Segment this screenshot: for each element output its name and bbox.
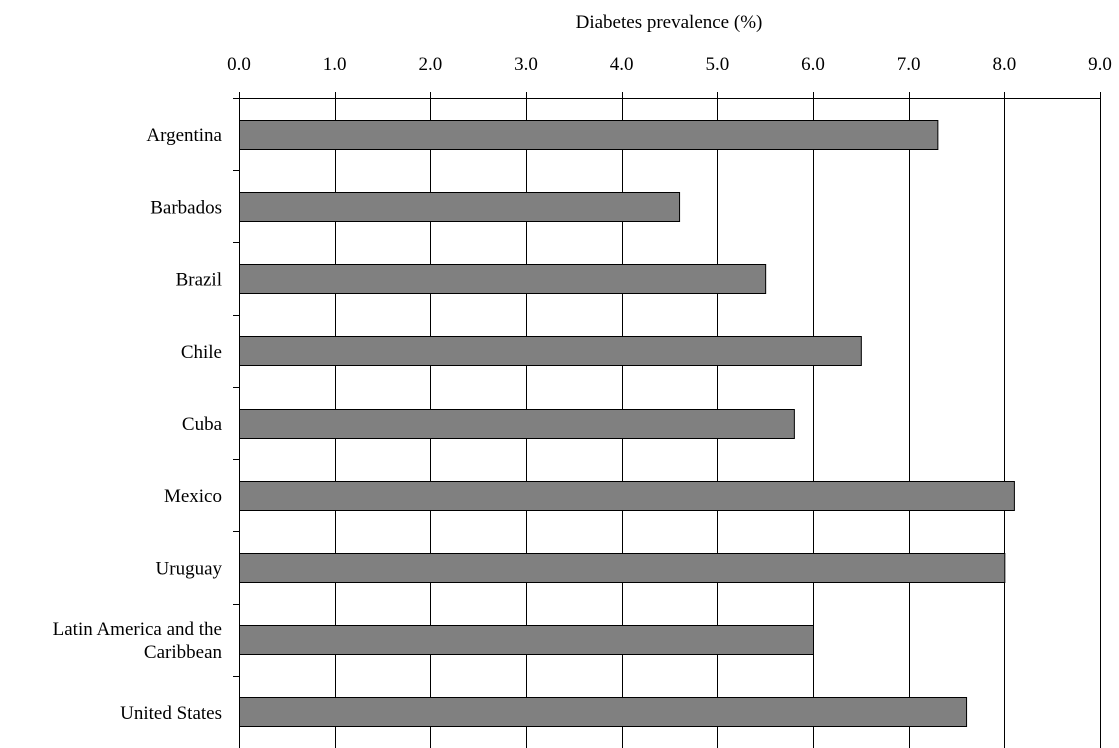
- category-label: Caribbean: [144, 642, 223, 663]
- x-axis-label: Diabetes prevalence (%): [576, 12, 763, 33]
- category-labels: Argentina Barbados Brazil Chile Cuba Mexico Ur…: [53, 125, 223, 724]
- bars: [239, 120, 1015, 727]
- x-tick-label: 3.0: [514, 54, 538, 75]
- bar: [239, 553, 1006, 583]
- category-label: Mexico: [164, 486, 222, 507]
- axes: [233, 92, 1101, 748]
- bar: [239, 192, 681, 222]
- x-tick-label: 1.0: [323, 54, 347, 75]
- x-tick-label: 4.0: [610, 54, 634, 75]
- bar: [239, 481, 1015, 511]
- x-tick-label: 0.0: [227, 54, 251, 75]
- category-label: Brazil: [176, 270, 222, 291]
- bar: [239, 264, 767, 294]
- bar: [239, 120, 939, 150]
- category-label: Uruguay: [156, 558, 223, 579]
- category-label: Chile: [181, 342, 222, 363]
- category-label: Argentina: [146, 125, 222, 146]
- x-tick-label: 7.0: [897, 54, 921, 75]
- x-tick-labels: 0.0 1.0 2.0 3.0 4.0 5.0 6.0 7.0 8.0 9.0: [227, 54, 1112, 75]
- x-tick-label: 2.0: [418, 54, 442, 75]
- x-tick-label: 8.0: [992, 54, 1016, 75]
- category-label: Barbados: [150, 197, 222, 218]
- x-tick-label: 5.0: [705, 54, 729, 75]
- category-label: Cuba: [182, 414, 223, 435]
- bar: [239, 697, 968, 727]
- category-label: United States: [120, 703, 222, 724]
- bar: [239, 336, 862, 366]
- bar: [239, 409, 795, 439]
- x-tick-label: 6.0: [801, 54, 825, 75]
- category-label: Latin America and the: [53, 619, 222, 640]
- bar: [239, 625, 814, 655]
- x-tick-label: 9.0: [1088, 54, 1112, 75]
